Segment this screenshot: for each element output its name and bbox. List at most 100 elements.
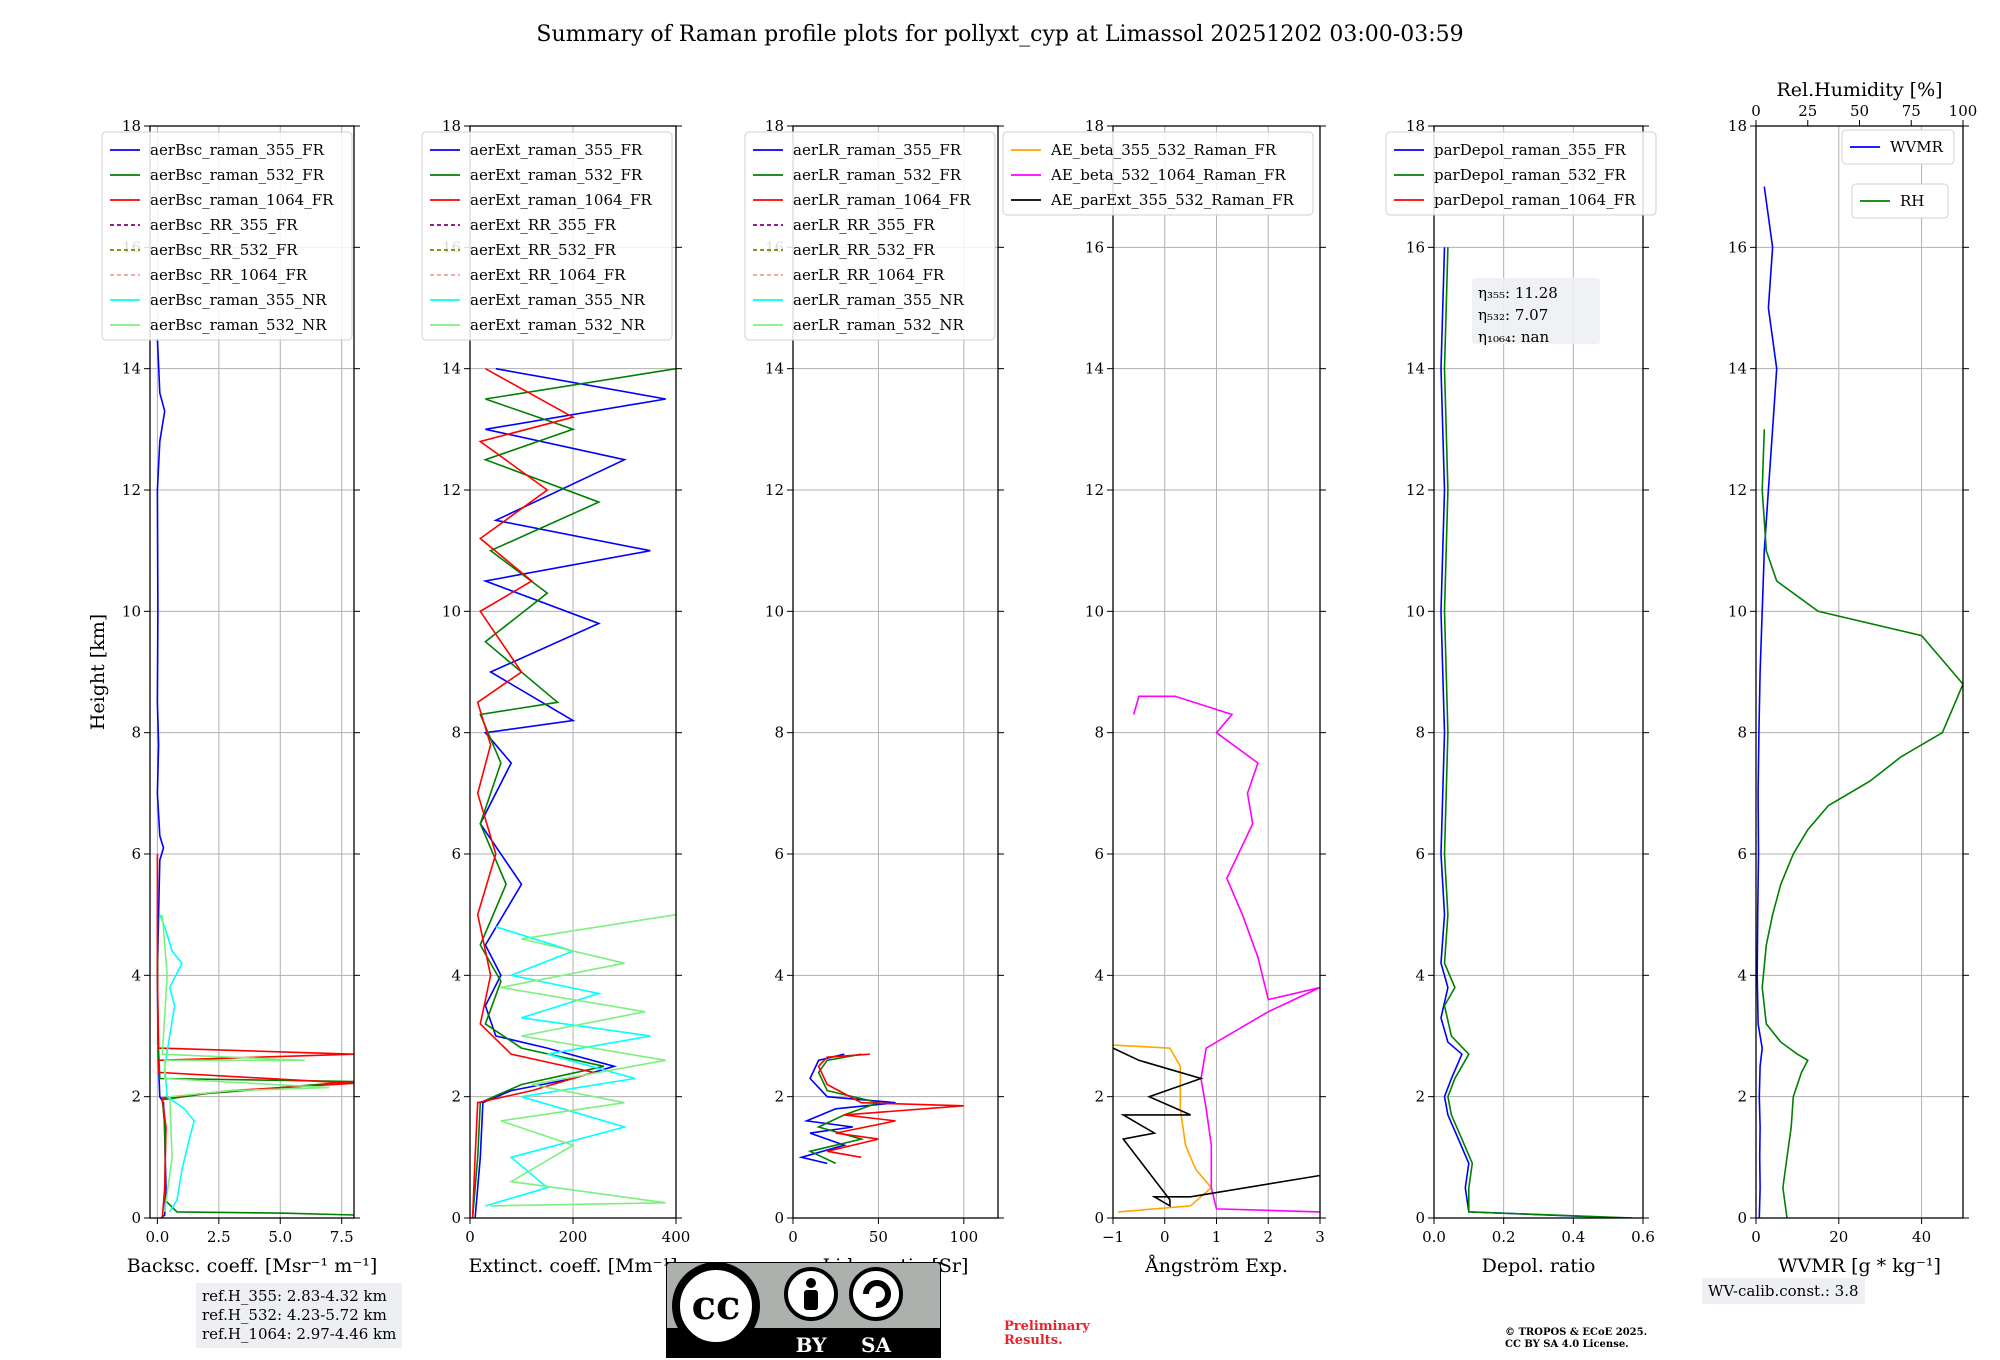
y-tick-label: 10 (1728, 602, 1747, 620)
series-line-AE_beta_532_1064_Raman_FR (1132, 695, 1320, 1213)
y-tick-label: 0 (1094, 1209, 1104, 1227)
series-line-aerExt_raman_1064_FR (471, 368, 594, 1218)
x-tick-label: 0.0 (145, 1228, 169, 1246)
y-tick-label: 18 (442, 117, 461, 135)
eta-annotation-line: η₃₅₅: 11.28 (1478, 284, 1558, 302)
y-tick-label: 12 (1406, 481, 1425, 499)
series-line-aerLR_raman_532_FR (807, 1053, 882, 1165)
y-tick-label: 4 (1737, 966, 1747, 984)
y-tick-label: 16 (1085, 238, 1104, 256)
y-tick-label: 14 (1406, 360, 1425, 378)
x-tick-label: 0 (1751, 1228, 1761, 1246)
y-tick-label: 16 (1406, 238, 1425, 256)
y-tick-label: 0 (1415, 1209, 1425, 1227)
y-tick-label: 8 (451, 724, 461, 742)
y-tick-label: 0 (131, 1209, 141, 1227)
x-tick-label: 7.5 (330, 1228, 354, 1246)
copyright-line-1: © TROPOS & ECoE 2025. (1505, 1327, 1648, 1338)
y-tick-label: 0 (1737, 1209, 1747, 1227)
eta-annotation-line: η₁₀₆₄: nan (1478, 328, 1549, 346)
legend-label: WVMR (1890, 138, 1944, 156)
top-x-tick-label: 75 (1902, 102, 1921, 120)
series-line-aerExt_raman_355_FR (474, 367, 666, 1218)
series-line-aerBsc_raman_1064_FR (156, 854, 354, 1218)
cc-icon-text: cc (692, 1282, 741, 1329)
y-tick-label: 10 (442, 602, 461, 620)
x-tick-label: 1 (1212, 1228, 1222, 1246)
y-tick-label: 6 (451, 845, 461, 863)
x-tick-label: 0 (1160, 1228, 1170, 1246)
series-line-aerLR_raman_1064_FR (817, 1053, 964, 1159)
preliminary-line-2: Results. (1004, 1333, 1063, 1348)
legend-label: parDepol_raman_532_FR (1434, 166, 1627, 184)
y-tick-label: 6 (1094, 845, 1104, 863)
reference-height-box: ref.H_355: 2.83-4.32 km ref.H_532: 4.23-… (196, 1283, 403, 1348)
top-x-tick-label: 25 (1798, 102, 1817, 120)
legend-label: AE_beta_532_1064_Raman_FR (1050, 166, 1286, 184)
x-tick-label: 40 (1912, 1228, 1931, 1246)
series-line-aerExt_raman_355_NR (485, 926, 651, 1207)
x-tick-label: 0 (465, 1228, 475, 1246)
y-tick-label: 12 (1728, 481, 1747, 499)
x-tick-label: 0.0 (1422, 1228, 1446, 1246)
legend-box (1841, 129, 1955, 165)
x-tick-label: −1 (1102, 1228, 1124, 1246)
y-tick-label: 12 (122, 481, 141, 499)
legend-label: aerLR_raman_1064_FR (793, 191, 971, 209)
y-tick-label: 2 (1094, 1088, 1104, 1106)
ref-height-532: ref.H_532: 4.23-5.72 km (202, 1306, 387, 1324)
y-tick-label: 14 (442, 360, 461, 378)
series-line-aerBsc_raman_532_FR (156, 914, 354, 1216)
axes-frame (1433, 125, 1644, 1219)
legend-label: aerExt_raman_355_FR (470, 141, 643, 159)
x-tick-label: 200 (559, 1228, 588, 1246)
y-tick-label: 10 (765, 602, 784, 620)
sa-share-arrow (863, 1280, 891, 1309)
series-line-AE_parExt_355_532_Raman_FR (1113, 1047, 1320, 1208)
y-tick-label: 16 (1728, 238, 1747, 256)
legend-box (421, 131, 673, 341)
top-x-tick-label: 0 (1751, 102, 1761, 120)
x-axis-label: Backsc. coeff. [Msr⁻¹ m⁻¹] (127, 1255, 378, 1277)
y-tick-label: 6 (1737, 845, 1747, 863)
y-tick-label: 4 (1094, 966, 1104, 984)
legend-label: aerExt_raman_355_NR (470, 291, 646, 309)
legend-label: aerExt_RR_532_FR (470, 241, 617, 259)
y-tick-label: 14 (122, 360, 141, 378)
y-axis-label: Height [km] (87, 614, 109, 730)
x-tick-label: 3 (1315, 1228, 1325, 1246)
legend-box (1385, 131, 1657, 216)
legend-label: aerExt_raman_532_NR (470, 316, 646, 334)
y-tick-label: 18 (1728, 117, 1747, 135)
legend-label: aerLR_raman_355_FR (793, 141, 962, 159)
legend-label: aerLR_RR_1064_FR (793, 266, 945, 284)
axes-frame (1755, 125, 1964, 1219)
y-tick-label: 0 (451, 1209, 461, 1227)
y-tick-label: 8 (131, 724, 141, 742)
y-tick-label: 2 (774, 1088, 784, 1106)
legend-label: aerLR_RR_355_FR (793, 216, 935, 234)
legend-label: aerExt_RR_1064_FR (470, 266, 626, 284)
y-tick-label: 8 (1737, 724, 1747, 742)
series-line-RH (1761, 429, 1963, 1218)
y-tick-label: 18 (765, 117, 784, 135)
y-tick-label: 18 (122, 117, 141, 135)
legend-label: parDepol_raman_1064_FR (1434, 191, 1636, 209)
by-label: BY (796, 1333, 828, 1357)
x-tick-label: 400 (662, 1228, 691, 1246)
series-line-aerBsc_raman_532_NR (161, 914, 330, 1213)
legend-box (101, 131, 353, 341)
y-tick-label: 2 (131, 1088, 141, 1106)
y-tick-label: 12 (765, 481, 784, 499)
x-axis-label: Extinct. coeff. [Mm⁻¹] (468, 1255, 677, 1277)
x-tick-label: 2.5 (207, 1228, 231, 1246)
by-person-head (806, 1278, 816, 1288)
y-tick-label: 14 (1728, 360, 1747, 378)
y-tick-label: 0 (774, 1209, 784, 1227)
ref-height-1064: ref.H_1064: 2.97-4.46 km (202, 1325, 397, 1343)
x-tick-label: 0.2 (1492, 1228, 1516, 1246)
y-tick-label: 8 (1415, 724, 1425, 742)
y-tick-label: 14 (765, 360, 784, 378)
legend-label: RH (1900, 192, 1924, 210)
